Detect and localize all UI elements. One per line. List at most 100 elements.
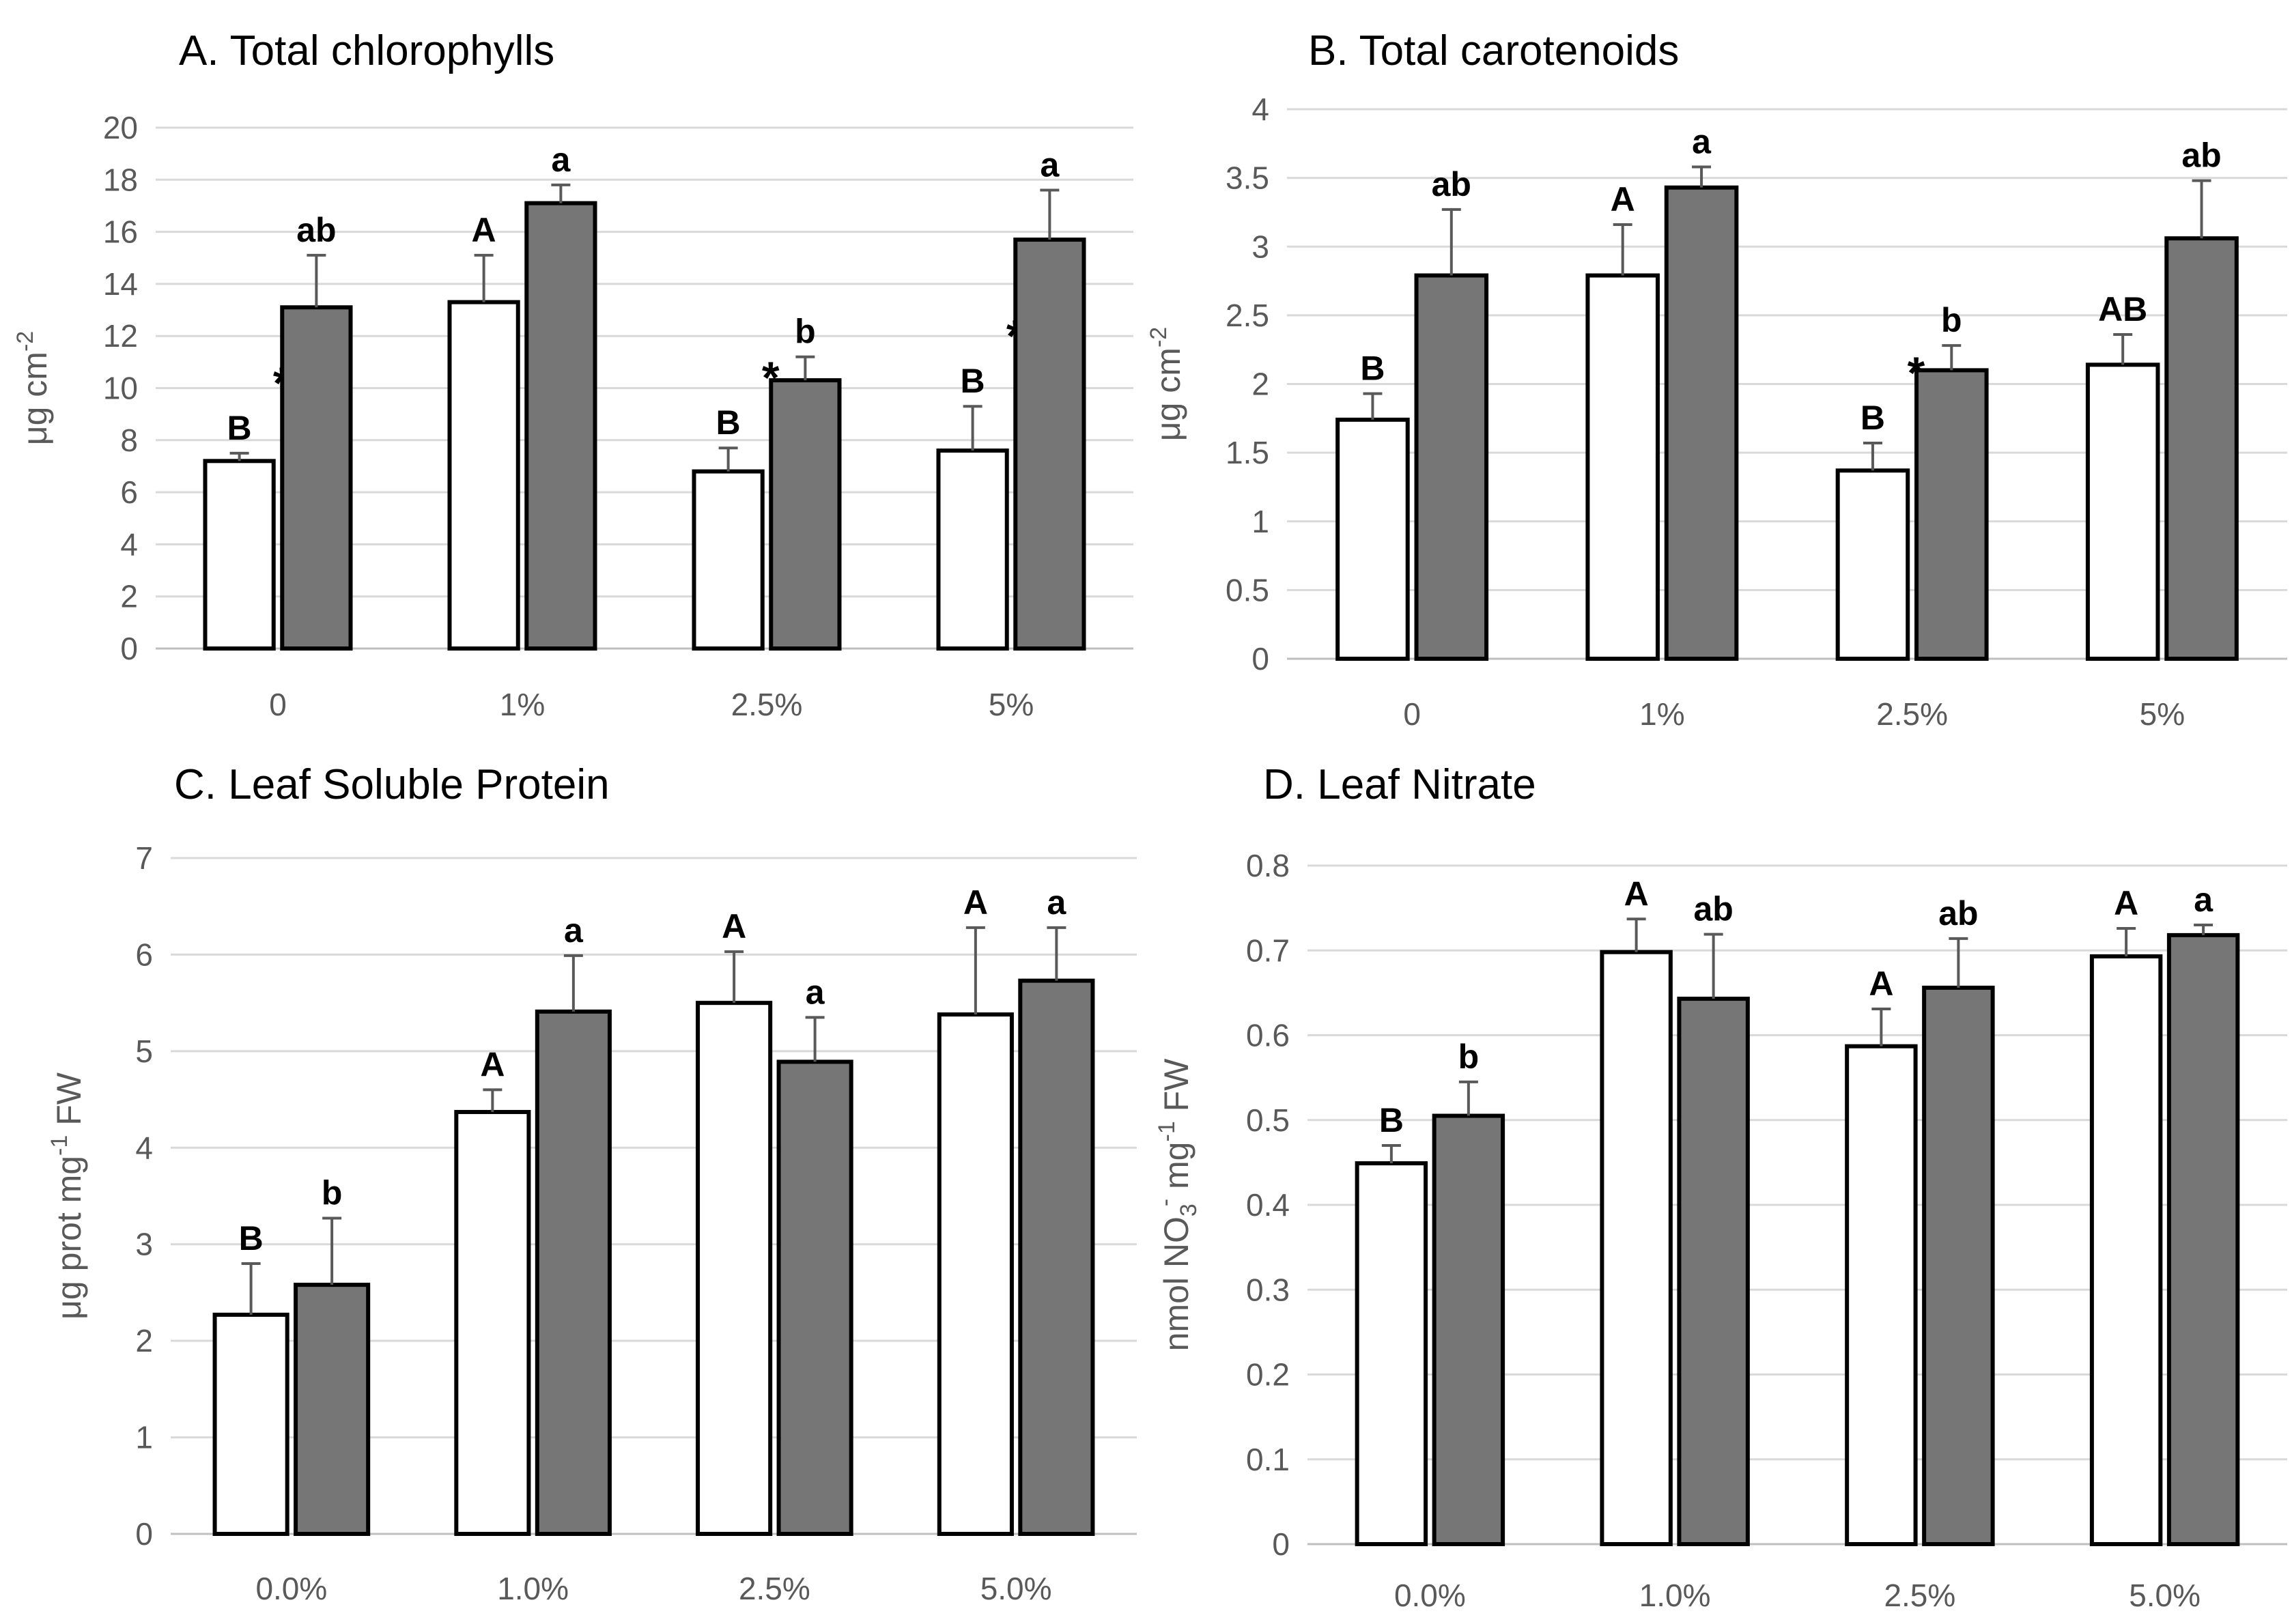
x-tick-label: 1% (500, 687, 545, 722)
bar-white (1835, 468, 1910, 661)
bar-white (1845, 1044, 1918, 1546)
significance-label: a (1692, 123, 1712, 161)
bar-grey (1414, 273, 1489, 661)
significance-label: B (239, 1219, 264, 1257)
significance-label: AB (2098, 290, 2147, 328)
significance-label: A (472, 211, 496, 249)
y-tick-label: 8 (120, 423, 138, 458)
y-tick-label: 0.5 (1246, 1102, 1290, 1138)
panel-b-total-carotenoids: B. Total carotenoids 0 0.5 1 1.5 2 2.5 3 3.5 4 μg … (1146, 27, 2287, 732)
y-tick-label: 2 (1251, 367, 1269, 402)
significance-label: a (551, 141, 571, 179)
y-tick-label: 5 (135, 1034, 153, 1069)
x-tick-label: 1.0% (1639, 1578, 1711, 1613)
x-tick-label: 0.0% (1394, 1578, 1466, 1613)
significance-label: b (322, 1174, 343, 1212)
bar-white (692, 469, 765, 651)
significance-label: ab (296, 211, 336, 249)
chart-title: A. Total chlorophylls (179, 27, 554, 74)
significance-label: A (963, 883, 988, 922)
x-tick-label: 2.5% (739, 1571, 810, 1606)
bar-grey (1677, 997, 1750, 1546)
y-tick-label: 0.4 (1246, 1187, 1290, 1223)
y-tick-label: 3 (1251, 229, 1269, 264)
bar-white (936, 448, 1009, 651)
y-tick-label: 0 (120, 631, 138, 666)
y-tick-label: 4 (120, 526, 138, 562)
significance-label: b (1941, 301, 1962, 339)
y-tick-label: 10 (103, 371, 138, 406)
significance-label: a (806, 973, 825, 1011)
bar-white (1585, 273, 1660, 661)
x-tick-label: 5% (989, 687, 1034, 722)
bar-white (454, 1109, 531, 1536)
significance-label: A (1869, 965, 1893, 1003)
bar-grey (2166, 932, 2240, 1546)
bar-grey (524, 201, 597, 651)
bar-white (212, 1312, 289, 1536)
bar-grey (776, 1059, 853, 1536)
y-axis-label: μg cm-2 (12, 331, 54, 445)
y-tick-label: 0.3 (1246, 1272, 1290, 1307)
x-tick-label: 5.0% (2129, 1578, 2201, 1613)
chart-title: C. Leaf Soluble Protein (174, 761, 610, 808)
significance-label: A (1611, 180, 1635, 218)
x-tick-label: 2.5% (1884, 1578, 1955, 1613)
significance-label: B (961, 362, 985, 400)
bar-grey (769, 378, 842, 651)
bar-white (203, 459, 276, 651)
bar-white (447, 300, 520, 651)
significance-label: A (1624, 874, 1649, 913)
significance-label: B (716, 403, 741, 442)
significance-label: B (227, 409, 252, 447)
significance-label: a (1040, 146, 1060, 184)
x-tick-label: 1.0% (497, 1571, 569, 1606)
y-tick-label: 2 (120, 579, 138, 614)
significance-label: b (795, 313, 816, 351)
significance-label: ab (1693, 890, 1733, 928)
significance-label: a (564, 911, 584, 950)
y-tick-label: 0.6 (1246, 1018, 1290, 1053)
y-tick-label: 0 (1251, 641, 1269, 676)
y-tick-label: 1 (135, 1420, 153, 1455)
x-tick-label: 5% (2140, 696, 2185, 732)
x-tick-label: 0.0% (255, 1571, 327, 1606)
x-tick-label: 5.0% (980, 1571, 1052, 1606)
significance-label: B (1861, 399, 1885, 437)
significance-label: A (480, 1045, 505, 1083)
significance-label: A (722, 907, 746, 945)
y-tick-label: 2 (135, 1323, 153, 1358)
y-tick-label: 6 (135, 937, 153, 972)
y-tick-label: 3.5 (1226, 160, 1269, 196)
chart-title: B. Total carotenoids (1308, 27, 1679, 74)
bar-white (2089, 954, 2163, 1546)
x-tick-label: 2.5% (731, 687, 803, 722)
y-tick-label: 16 (103, 214, 138, 250)
y-tick-label: 14 (103, 266, 138, 302)
bar-grey (1432, 1113, 1505, 1546)
y-tick-label: 0.1 (1246, 1442, 1290, 1477)
significance-label: ab (2181, 137, 2221, 175)
bar-white (696, 1001, 773, 1536)
significance-label: ab (1938, 894, 1978, 932)
x-tick-label: 2.5% (1876, 696, 1948, 732)
bar-white (1600, 950, 1673, 1546)
significance-label: A (2114, 884, 2138, 922)
bar-white (937, 1012, 1014, 1536)
bar-white (1335, 417, 1410, 661)
y-tick-label: 1 (1251, 504, 1269, 539)
x-tick-label: 1% (1639, 696, 1684, 732)
y-tick-label: 7 (135, 840, 153, 876)
y-tick-label: 4 (135, 1130, 153, 1165)
y-tick-label: 0 (135, 1516, 153, 1552)
significance-label: B (1360, 350, 1385, 388)
bar-grey (2164, 236, 2239, 661)
panel-d-leaf-nitrate: D. Leaf Nitrate 0 0.1 0.2 0.3 0.4 0.5 0.6 0.7 0.8… (1152, 761, 2287, 1613)
y-tick-label: 4 (1251, 91, 1269, 127)
bar-grey (294, 1283, 371, 1536)
y-tick-label: 3 (135, 1227, 153, 1262)
bar-grey (1922, 985, 1995, 1547)
significance-label: B (1379, 1101, 1404, 1139)
panel-c-leaf-soluble-protein: C. Leaf Soluble Protein 0 1 2 3 4 5 6 7 μg prot m… (46, 761, 1137, 1606)
